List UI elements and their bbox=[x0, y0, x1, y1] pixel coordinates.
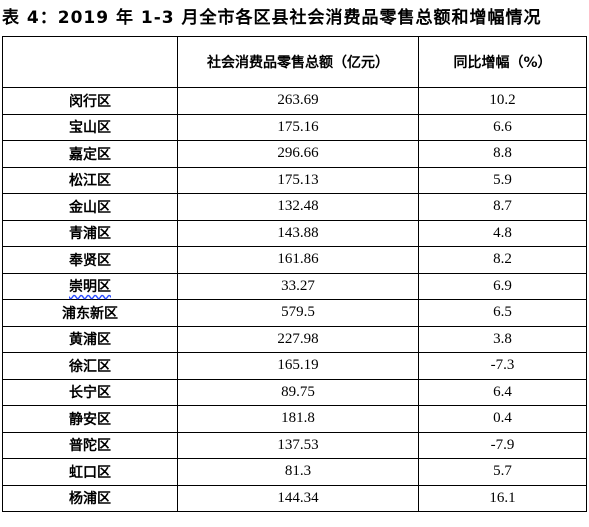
growth-cell: 16.1 bbox=[418, 484, 587, 512]
table-header-row: 社会消费品零售总额（亿元） 同比增幅（%） bbox=[2, 36, 587, 88]
district-cell: 杨浦区 bbox=[2, 484, 178, 512]
growth-cell: 4.8 bbox=[418, 219, 587, 247]
retail-total-cell: 579.5 bbox=[177, 299, 419, 327]
retail-total-cell: 89.75 bbox=[177, 378, 419, 406]
growth-cell: 8.7 bbox=[418, 193, 587, 221]
growth-cell: 8.8 bbox=[418, 140, 587, 168]
table-row: 静安区 181.8 0.4 bbox=[2, 405, 587, 433]
growth-cell: 5.9 bbox=[418, 166, 587, 194]
growth-cell: 5.7 bbox=[418, 458, 587, 486]
retail-total-cell: 263.69 bbox=[177, 87, 419, 115]
retail-total-cell: 143.88 bbox=[177, 219, 419, 247]
district-label-spellcheck: 崇明区 bbox=[69, 279, 111, 296]
retail-total-cell: 144.34 bbox=[177, 484, 419, 512]
district-cell: 宝山区 bbox=[2, 113, 178, 141]
growth-cell: 6.4 bbox=[418, 378, 587, 406]
district-cell: 徐汇区 bbox=[2, 352, 178, 380]
district-cell: 静安区 bbox=[2, 405, 178, 433]
table-row: 宝山区 175.16 6.6 bbox=[2, 113, 587, 141]
district-cell: 青浦区 bbox=[2, 219, 178, 247]
header-growth: 同比增幅（%） bbox=[418, 36, 587, 88]
retail-total-cell: 161.86 bbox=[177, 246, 419, 274]
district-cell: 奉贤区 bbox=[2, 246, 178, 274]
growth-cell: 6.9 bbox=[418, 272, 587, 300]
header-retail-total: 社会消费品零售总额（亿元） bbox=[177, 36, 419, 88]
table-row: 虹口区 81.3 5.7 bbox=[2, 458, 587, 486]
retail-total-cell: 181.8 bbox=[177, 405, 419, 433]
district-cell: 松江区 bbox=[2, 166, 178, 194]
table-row: 崇明区 33.27 6.9 bbox=[2, 272, 587, 300]
table-row: 普陀区 137.53 -7.9 bbox=[2, 431, 587, 459]
district-cell: 浦东新区 bbox=[2, 299, 178, 327]
table-row: 长宁区 89.75 6.4 bbox=[2, 378, 587, 406]
retail-total-cell: 175.13 bbox=[177, 166, 419, 194]
retail-total-cell: 227.98 bbox=[177, 325, 419, 353]
growth-cell: 8.2 bbox=[418, 246, 587, 274]
growth-cell: 6.6 bbox=[418, 113, 587, 141]
table-row: 黄浦区 227.98 3.8 bbox=[2, 325, 587, 353]
growth-cell: -7.3 bbox=[418, 352, 587, 380]
table-row: 青浦区 143.88 4.8 bbox=[2, 219, 587, 247]
retail-total-cell: 165.19 bbox=[177, 352, 419, 380]
district-cell: 黄浦区 bbox=[2, 325, 178, 353]
retail-total-cell: 33.27 bbox=[177, 272, 419, 300]
table-row: 浦东新区 579.5 6.5 bbox=[2, 299, 587, 327]
district-cell: 金山区 bbox=[2, 193, 178, 221]
retail-total-cell: 81.3 bbox=[177, 458, 419, 486]
table-row: 金山区 132.48 8.7 bbox=[2, 193, 587, 221]
table-title: 表 4：2019 年 1-3 月全市各区县社会消费品零售总额和增幅情况 bbox=[2, 8, 542, 28]
growth-cell: 0.4 bbox=[418, 405, 587, 433]
table-row: 杨浦区 144.34 16.1 bbox=[2, 484, 587, 512]
growth-cell: 6.5 bbox=[418, 299, 587, 327]
table-row: 松江区 175.13 5.9 bbox=[2, 166, 587, 194]
district-cell: 普陀区 bbox=[2, 431, 178, 459]
district-cell: 嘉定区 bbox=[2, 140, 178, 168]
growth-cell: 10.2 bbox=[418, 87, 587, 115]
district-cell: 虹口区 bbox=[2, 458, 178, 486]
district-cell: 闵行区 bbox=[2, 87, 178, 115]
retail-total-cell: 296.66 bbox=[177, 140, 419, 168]
retail-total-cell: 132.48 bbox=[177, 193, 419, 221]
table-row: 徐汇区 165.19 -7.3 bbox=[2, 352, 587, 380]
retail-total-cell: 175.16 bbox=[177, 113, 419, 141]
retail-total-cell: 137.53 bbox=[177, 431, 419, 459]
table-row: 闵行区 263.69 10.2 bbox=[2, 87, 587, 115]
table-row: 嘉定区 296.66 8.8 bbox=[2, 140, 587, 168]
retail-sales-table: 社会消费品零售总额（亿元） 同比增幅（%） 闵行区 263.69 10.2 宝山… bbox=[2, 36, 587, 512]
district-cell: 长宁区 bbox=[2, 378, 178, 406]
header-district bbox=[2, 36, 178, 88]
district-cell: 崇明区 bbox=[2, 272, 178, 300]
table-row: 奉贤区 161.86 8.2 bbox=[2, 246, 587, 274]
growth-cell: 3.8 bbox=[418, 325, 587, 353]
growth-cell: -7.9 bbox=[418, 431, 587, 459]
